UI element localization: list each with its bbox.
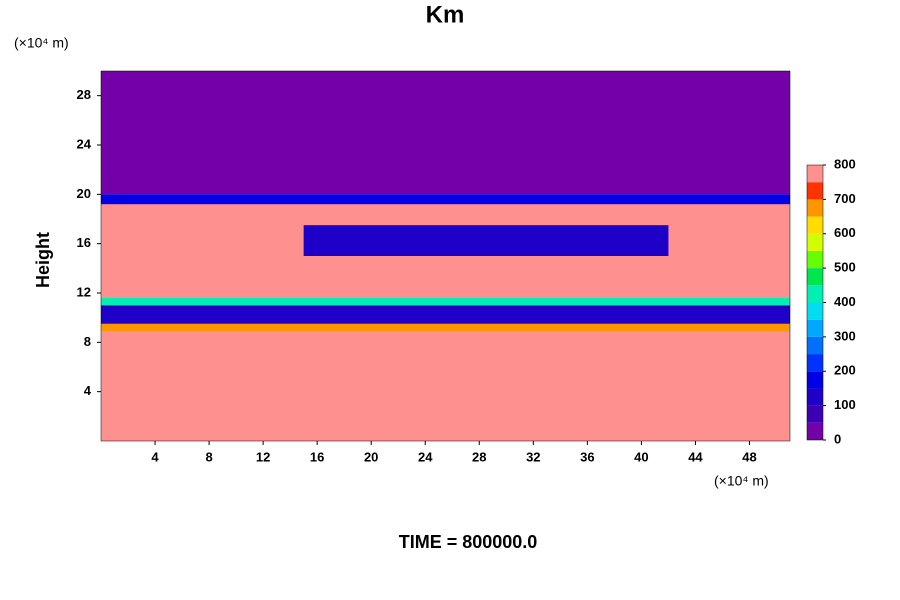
colorbar-swatch	[807, 302, 823, 320]
colorbar-tick-label: 700	[834, 191, 856, 206]
x-tick-label: 20	[364, 449, 378, 464]
y-tick-label: 8	[84, 334, 91, 349]
colorbar-swatch	[807, 182, 823, 200]
colorbar-swatch	[807, 422, 823, 440]
y-tick-label: 4	[84, 383, 92, 398]
colorbar-tick-label: 400	[834, 294, 856, 309]
x-tick-label: 12	[256, 449, 270, 464]
field-region	[101, 194, 790, 205]
y-axis-label: Height	[33, 232, 53, 288]
colorbar-swatch	[807, 165, 823, 183]
colorbar-swatch	[807, 319, 823, 337]
x-unit: (×10⁴ m)	[714, 473, 769, 489]
colorbar-tick-label: 200	[834, 363, 856, 378]
colorbar-swatch	[807, 250, 823, 269]
plot-frame	[100, 70, 791, 442]
x-tick-label: 48	[742, 449, 756, 464]
x-tick-label: 24	[418, 449, 433, 464]
y-tick-label: 12	[77, 284, 91, 299]
x-tick-label: 40	[634, 449, 648, 464]
colorbar-swatch	[807, 354, 823, 372]
colorbar-tick-label: 800	[834, 156, 856, 171]
x-tick-label: 16	[310, 449, 324, 464]
x-tick-label: 4	[151, 449, 159, 464]
y-tick-label: 16	[77, 235, 91, 250]
colorbar-swatch	[807, 285, 823, 303]
colorbar-swatch	[807, 233, 823, 251]
colorbar-swatch	[807, 336, 823, 355]
field	[101, 71, 790, 441]
colorbar-swatch	[807, 371, 823, 389]
colorbar-swatch	[807, 268, 823, 286]
field-region	[101, 297, 790, 306]
colorbar-swatch	[807, 199, 823, 217]
colorbar-tick-label: 100	[834, 397, 856, 412]
colorbar-swatch	[807, 216, 823, 234]
field-region	[101, 323, 790, 332]
footer: TIME = 800000.0	[399, 532, 538, 552]
field-region	[101, 71, 790, 195]
y-unit: (×10⁴ m)	[14, 35, 69, 51]
field-region	[101, 305, 790, 324]
colorbar-tick-label: 500	[834, 260, 856, 275]
colorbar-tick-label: 600	[834, 225, 856, 240]
x-tick-label: 28	[472, 449, 486, 464]
colorbar-tick-label: 300	[834, 328, 856, 343]
colorbar-tick-label: 0	[834, 431, 841, 446]
x-tick-label: 44	[688, 449, 703, 464]
colorbar-swatch	[807, 388, 823, 406]
field-region	[303, 225, 669, 256]
colorbar-swatch	[807, 405, 823, 423]
y-tick-label: 20	[77, 186, 91, 201]
x-tick-label: 32	[526, 449, 540, 464]
chart-title: Km	[426, 1, 465, 28]
y-tick-label: 28	[77, 87, 91, 102]
y-tick-label: 24	[77, 136, 92, 151]
x-tick-label: 36	[580, 449, 594, 464]
x-tick-label: 8	[205, 449, 212, 464]
